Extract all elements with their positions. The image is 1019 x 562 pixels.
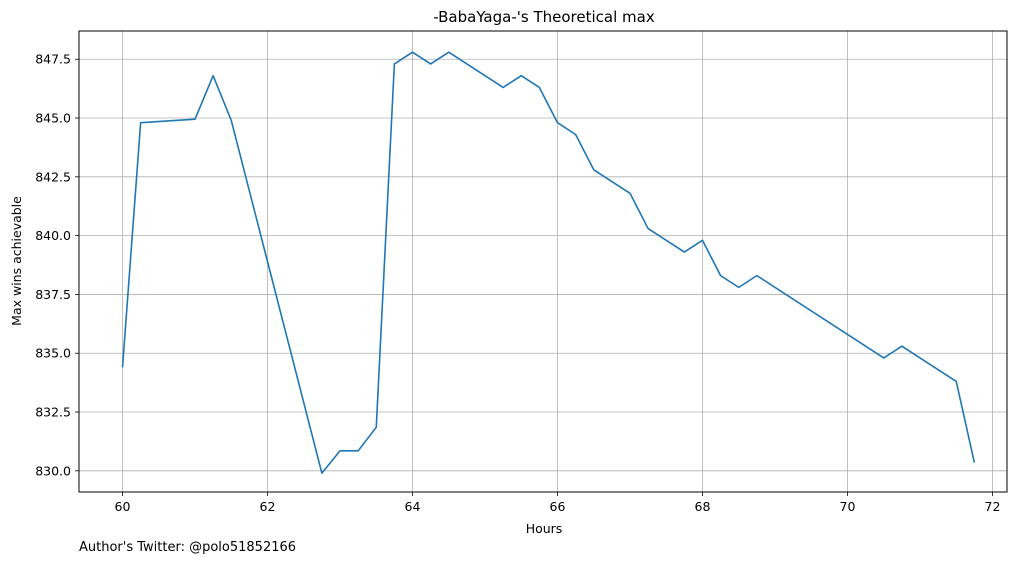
y-tick-label: 840.0 [35, 228, 71, 243]
x-axis: 60 62 64 66 68 70 72 [115, 492, 1001, 514]
x-tick-label: 64 [405, 499, 421, 514]
y-axis: 830.0 832.5 835.0 837.5 840.0 842.5 845.0 847.5 [35, 52, 79, 478]
y-tick-label: 842.5 [35, 169, 71, 184]
author-twitter-credit: Author's Twitter: @polo51852166 [79, 540, 296, 555]
plot-frame [78, 30, 1008, 493]
y-tick-label: 832.5 [35, 405, 71, 420]
series-line [121, 51, 976, 474]
chart-title: -BabaYaga-'s Theoretical max [433, 8, 655, 26]
y-tick-label: 830.0 [35, 463, 71, 478]
x-tick-label: 66 [550, 499, 566, 514]
grid [79, 31, 1007, 492]
x-axis-label: Hours [526, 521, 563, 536]
y-tick-label: 835.0 [35, 346, 71, 361]
x-tick-label: 62 [260, 499, 276, 514]
x-tick-label: 70 [840, 499, 856, 514]
y-tick-label: 837.5 [35, 287, 71, 302]
x-tick-label: 60 [115, 499, 131, 514]
x-tick-label: 68 [695, 499, 711, 514]
y-tick-label: 845.0 [35, 111, 71, 126]
series-group [121, 51, 976, 474]
y-tick-label: 847.5 [35, 52, 71, 67]
x-tick-label: 72 [985, 499, 1001, 514]
y-axis-label: Max wins achievable [9, 196, 24, 326]
